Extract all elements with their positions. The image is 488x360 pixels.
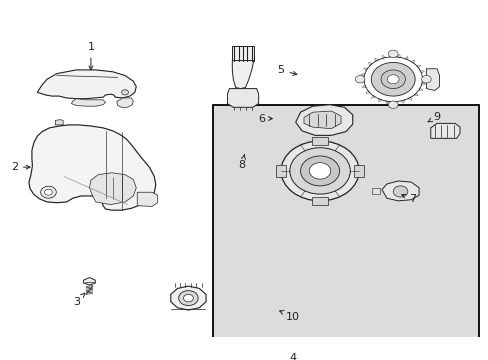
Polygon shape (388, 54, 392, 57)
Polygon shape (365, 90, 369, 93)
Polygon shape (407, 97, 411, 100)
Circle shape (309, 163, 330, 179)
Polygon shape (295, 105, 352, 135)
Polygon shape (413, 93, 417, 96)
Polygon shape (117, 98, 133, 107)
Polygon shape (400, 100, 404, 103)
Text: 4: 4 (289, 353, 296, 360)
Polygon shape (374, 58, 378, 62)
Circle shape (41, 186, 56, 198)
Circle shape (380, 70, 405, 89)
Polygon shape (275, 165, 286, 177)
Text: 7: 7 (401, 194, 415, 204)
Polygon shape (29, 125, 156, 210)
Polygon shape (37, 70, 136, 99)
Circle shape (387, 101, 397, 108)
Polygon shape (367, 63, 372, 66)
Circle shape (392, 186, 407, 197)
Polygon shape (396, 54, 400, 58)
Circle shape (370, 62, 414, 96)
Polygon shape (404, 57, 407, 60)
Polygon shape (361, 85, 366, 88)
Polygon shape (83, 278, 95, 285)
Polygon shape (71, 99, 105, 106)
Text: 8: 8 (238, 155, 245, 170)
Text: 5: 5 (277, 65, 296, 75)
Polygon shape (137, 192, 158, 206)
Text: 3: 3 (73, 293, 85, 307)
Polygon shape (426, 69, 439, 90)
Polygon shape (421, 76, 426, 79)
Text: 6: 6 (258, 113, 272, 123)
Polygon shape (418, 88, 422, 90)
Polygon shape (378, 99, 381, 102)
Circle shape (387, 50, 397, 58)
Polygon shape (353, 165, 364, 177)
Polygon shape (360, 73, 364, 76)
Polygon shape (232, 60, 253, 89)
Polygon shape (392, 102, 396, 105)
Text: 9: 9 (427, 112, 440, 122)
Polygon shape (363, 68, 367, 71)
Polygon shape (312, 137, 327, 145)
Circle shape (421, 76, 430, 83)
Polygon shape (170, 286, 205, 310)
Text: 1: 1 (87, 42, 94, 70)
Polygon shape (312, 197, 327, 204)
Polygon shape (419, 71, 424, 73)
Circle shape (300, 156, 339, 186)
Polygon shape (89, 173, 136, 204)
Polygon shape (381, 55, 385, 59)
Polygon shape (430, 123, 459, 138)
Circle shape (178, 291, 198, 306)
Polygon shape (55, 120, 63, 125)
Circle shape (289, 148, 349, 194)
Polygon shape (370, 95, 375, 98)
Text: 10: 10 (279, 311, 300, 322)
Polygon shape (381, 181, 418, 201)
Polygon shape (232, 46, 253, 60)
Circle shape (183, 294, 193, 302)
Bar (212, 105, 478, 360)
Polygon shape (227, 89, 258, 107)
Circle shape (281, 141, 358, 201)
Circle shape (122, 90, 128, 95)
Circle shape (44, 189, 52, 195)
Circle shape (354, 76, 364, 83)
Polygon shape (371, 189, 379, 194)
Polygon shape (421, 82, 425, 85)
Polygon shape (304, 111, 340, 129)
Polygon shape (385, 101, 388, 104)
Polygon shape (359, 79, 364, 82)
Polygon shape (416, 65, 420, 68)
Circle shape (386, 75, 398, 84)
Polygon shape (410, 60, 414, 63)
Text: 2: 2 (11, 162, 30, 172)
